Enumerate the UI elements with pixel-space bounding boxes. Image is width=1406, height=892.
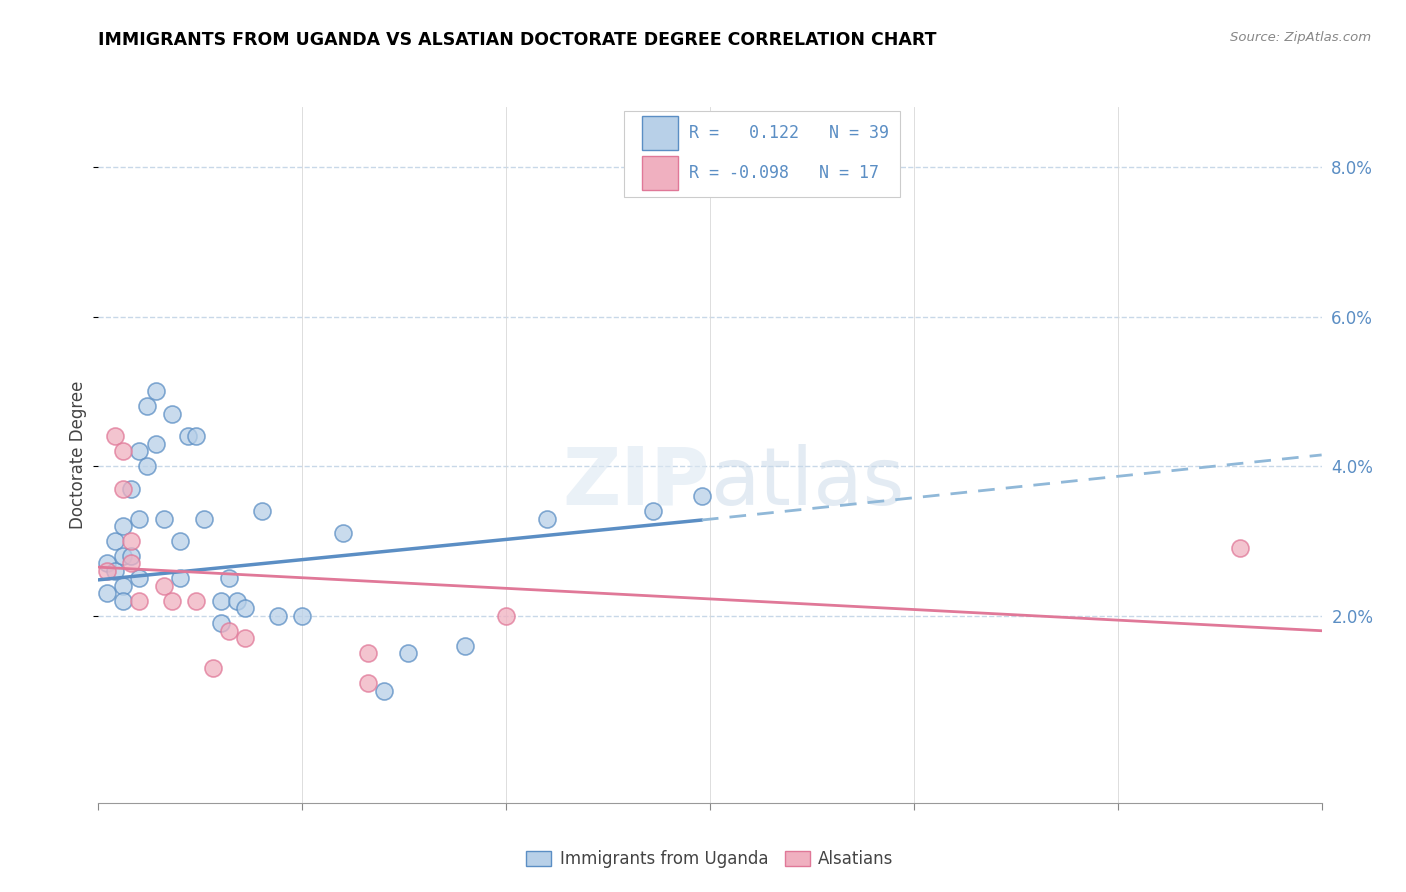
- Point: [332, 526, 354, 541]
- Point: [96, 557, 118, 571]
- Text: IMMIGRANTS FROM UGANDA VS ALSATIAN DOCTORATE DEGREE CORRELATION CHART: IMMIGRANTS FROM UGANDA VS ALSATIAN DOCTO…: [98, 31, 936, 49]
- Point: [186, 429, 208, 443]
- Point: [169, 533, 191, 548]
- Point: [160, 594, 183, 608]
- Point: [201, 661, 224, 675]
- Point: [128, 444, 150, 458]
- Point: [111, 519, 134, 533]
- Point: [120, 549, 142, 563]
- Point: [218, 624, 240, 638]
- Point: [128, 511, 150, 525]
- Point: [111, 549, 134, 563]
- Point: [177, 429, 200, 443]
- Point: [536, 511, 558, 525]
- Text: Source: ZipAtlas.com: Source: ZipAtlas.com: [1230, 31, 1371, 45]
- Point: [495, 608, 517, 623]
- Legend: Immigrants from Uganda, Alsatians: Immigrants from Uganda, Alsatians: [520, 843, 900, 874]
- Point: [111, 444, 134, 458]
- Point: [152, 511, 174, 525]
- Point: [218, 571, 240, 585]
- Point: [396, 646, 419, 660]
- Point: [267, 608, 290, 623]
- FancyBboxPatch shape: [641, 156, 678, 191]
- Point: [193, 511, 215, 525]
- Point: [120, 533, 142, 548]
- Text: R =   0.122   N = 39: R = 0.122 N = 39: [689, 124, 889, 142]
- Point: [128, 594, 150, 608]
- Point: [120, 557, 142, 571]
- Y-axis label: Doctorate Degree: Doctorate Degree: [69, 381, 87, 529]
- Point: [209, 594, 232, 608]
- Point: [111, 482, 134, 496]
- Point: [291, 608, 314, 623]
- Point: [233, 631, 256, 645]
- Point: [104, 564, 127, 578]
- Point: [373, 683, 395, 698]
- Text: ZIP: ZIP: [562, 443, 710, 522]
- Point: [96, 564, 118, 578]
- Point: [454, 639, 477, 653]
- Point: [145, 436, 167, 450]
- Point: [96, 586, 118, 600]
- Point: [226, 594, 249, 608]
- Point: [111, 594, 134, 608]
- Point: [120, 482, 142, 496]
- Point: [690, 489, 713, 503]
- Point: [104, 533, 127, 548]
- Point: [641, 504, 664, 518]
- Point: [356, 646, 378, 660]
- Point: [128, 571, 150, 585]
- Text: atlas: atlas: [710, 443, 904, 522]
- Point: [1229, 541, 1251, 556]
- Point: [160, 407, 183, 421]
- Point: [186, 594, 208, 608]
- Point: [356, 676, 378, 690]
- Point: [250, 504, 273, 518]
- Point: [104, 429, 127, 443]
- Point: [145, 384, 167, 399]
- Point: [136, 459, 159, 474]
- FancyBboxPatch shape: [624, 111, 900, 197]
- Point: [111, 579, 134, 593]
- Point: [233, 601, 256, 615]
- Text: R = -0.098   N = 17: R = -0.098 N = 17: [689, 164, 879, 182]
- FancyBboxPatch shape: [641, 116, 678, 151]
- Point: [136, 399, 159, 413]
- Point: [152, 579, 174, 593]
- Point: [209, 616, 232, 631]
- Point: [169, 571, 191, 585]
